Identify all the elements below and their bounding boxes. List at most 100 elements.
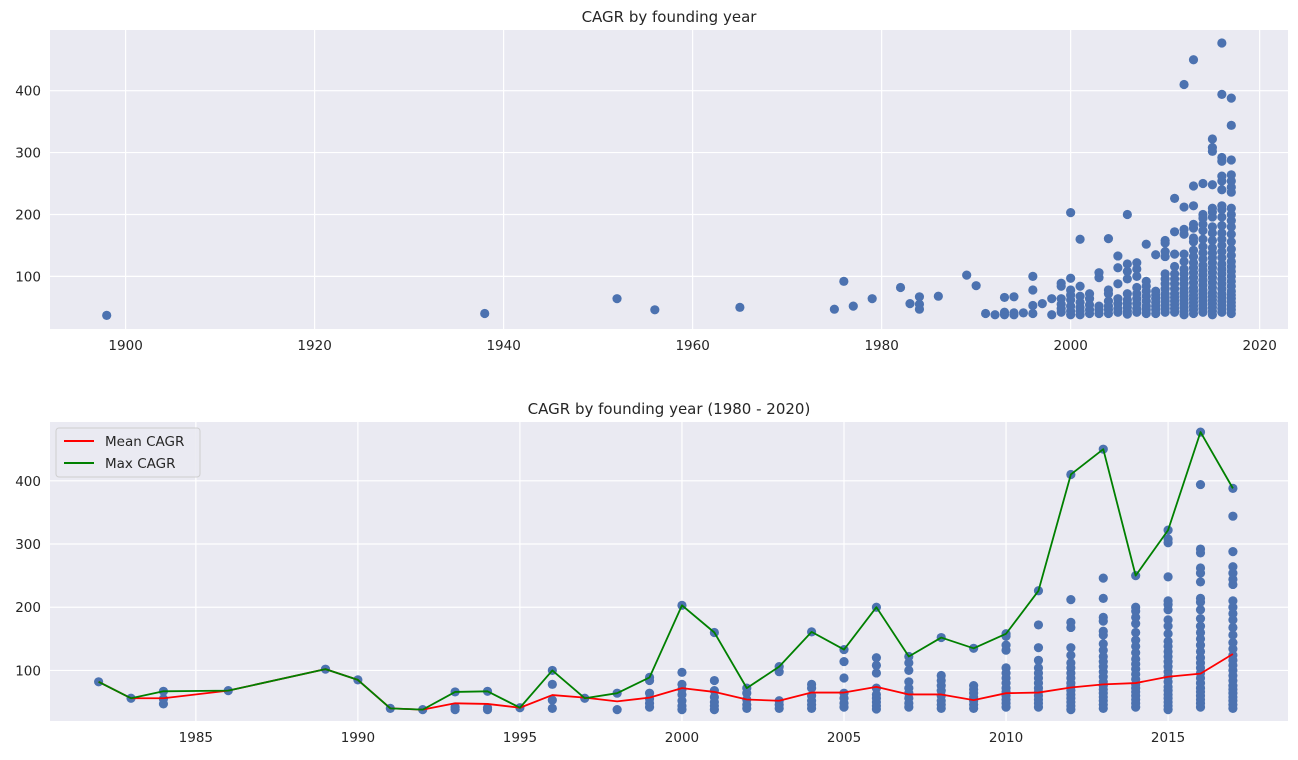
y-tick-label: 400 <box>15 474 41 490</box>
data-point <box>677 705 687 715</box>
data-point <box>1195 597 1206 607</box>
data-point <box>999 310 1010 320</box>
data-point <box>1131 606 1141 616</box>
data-point <box>1047 294 1057 304</box>
data-point <box>1195 613 1206 624</box>
data-point <box>971 281 981 291</box>
data-point <box>999 292 1010 303</box>
data-point <box>1188 237 1199 247</box>
data-point <box>1226 237 1236 247</box>
data-point <box>806 703 817 713</box>
data-point <box>1131 612 1141 622</box>
data-point <box>806 683 817 693</box>
data-point <box>735 302 745 312</box>
data-point <box>547 679 557 689</box>
top-chart: 1900 1920 1940 1960 1980 2000 2020 100 200 300 400… <box>15 8 1288 354</box>
x-tick-label: 2015 <box>1151 730 1185 746</box>
data-point <box>1033 620 1044 630</box>
data-point <box>914 292 925 302</box>
data-point <box>1195 568 1206 578</box>
x-tick-label: 2010 <box>989 730 1023 746</box>
data-point <box>904 677 914 687</box>
data-point <box>1037 299 1047 309</box>
data-point <box>102 310 112 320</box>
data-point <box>1160 307 1170 317</box>
data-point <box>709 705 719 715</box>
data-point <box>1195 702 1206 712</box>
data-point <box>914 304 925 314</box>
x-tick-label: 1995 <box>503 730 537 746</box>
data-point <box>990 310 1000 320</box>
data-point <box>1217 156 1227 166</box>
data-point <box>1113 263 1123 273</box>
y-tick-label: 100 <box>15 269 41 285</box>
data-point <box>1103 234 1114 244</box>
data-point <box>1122 309 1132 319</box>
data-point <box>1141 308 1151 319</box>
data-point <box>1122 209 1132 220</box>
data-point <box>709 675 719 686</box>
x-tick-label: 1980 <box>864 338 898 354</box>
x-tick-label: 1940 <box>486 338 520 354</box>
data-point <box>677 667 687 677</box>
data-point <box>871 683 882 693</box>
data-point <box>1163 615 1173 625</box>
data-point <box>1028 271 1038 281</box>
data-point <box>1179 310 1189 320</box>
data-point <box>1195 548 1206 558</box>
data-point <box>1001 645 1011 655</box>
data-point <box>1228 703 1238 713</box>
legend-label-mean: Mean CAGR <box>105 434 184 450</box>
data-point <box>1228 608 1238 619</box>
data-point <box>742 703 752 713</box>
data-point <box>1163 572 1173 582</box>
data-point <box>1207 235 1217 246</box>
data-point <box>1217 204 1227 215</box>
data-point <box>1228 579 1238 590</box>
data-point <box>1103 308 1114 319</box>
data-point <box>677 689 687 700</box>
data-point <box>1228 568 1238 578</box>
data-point <box>1195 640 1206 650</box>
data-point <box>1228 602 1238 612</box>
data-point <box>1098 573 1108 583</box>
data-point <box>1188 181 1199 191</box>
data-point <box>1066 705 1076 715</box>
data-point <box>1075 281 1085 291</box>
data-point <box>1066 310 1076 320</box>
data-point <box>1207 310 1217 320</box>
x-tick-label: 1920 <box>297 338 331 354</box>
data-point <box>1207 180 1217 190</box>
data-point <box>904 665 914 676</box>
data-point <box>1195 621 1206 631</box>
top-chart-points <box>102 38 1236 320</box>
data-point <box>1198 307 1208 317</box>
data-point <box>871 668 882 678</box>
data-point <box>1056 307 1066 317</box>
y-tick-label: 400 <box>15 84 41 100</box>
data-point <box>1075 310 1085 320</box>
data-point <box>1066 595 1076 605</box>
data-point <box>1228 562 1238 572</box>
data-point <box>1169 193 1180 203</box>
legend-label-max: Max CAGR <box>105 456 175 472</box>
data-point <box>1131 635 1141 645</box>
data-point <box>871 704 882 714</box>
data-point <box>1188 55 1199 65</box>
data-point <box>1066 643 1076 653</box>
data-point <box>1141 239 1151 249</box>
data-point <box>1217 176 1227 186</box>
top-chart-plot-area <box>50 30 1288 329</box>
data-point <box>1163 621 1173 631</box>
data-point <box>547 703 557 713</box>
data-point <box>1132 264 1142 274</box>
data-point <box>839 702 849 712</box>
data-point <box>1131 627 1141 638</box>
data-point <box>612 705 622 715</box>
data-point <box>450 705 460 715</box>
data-point <box>1098 616 1108 626</box>
data-point <box>1163 538 1173 548</box>
data-point <box>1226 93 1236 103</box>
data-point <box>1066 208 1076 218</box>
